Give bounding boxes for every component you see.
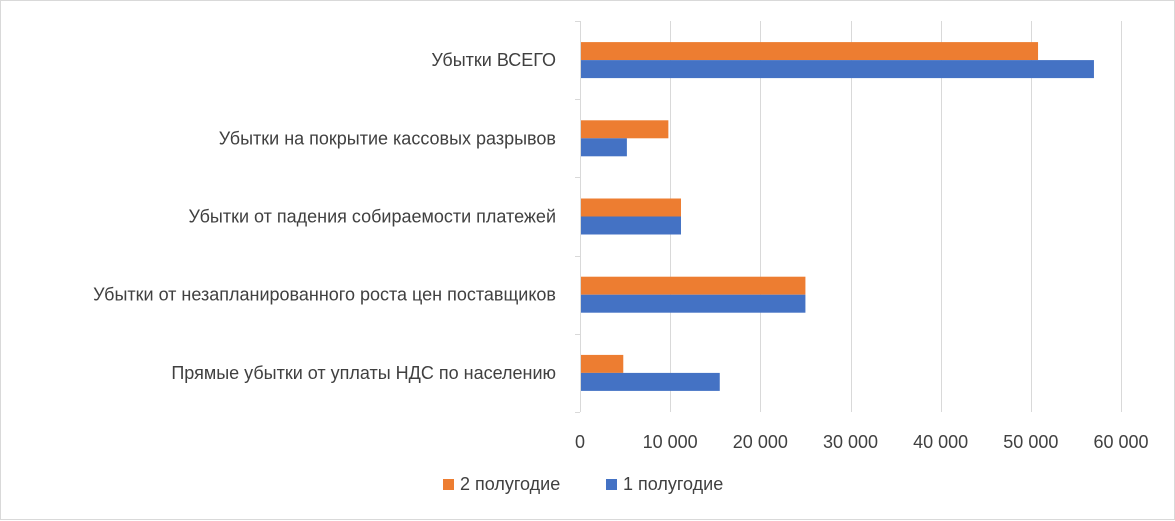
legend-swatch [606,479,617,490]
bar-1-polugodie [581,294,806,313]
bar-2-polugodie [581,120,669,139]
bar-2-polugodie [581,276,806,295]
x-tick-label: 30 000 [823,432,878,452]
bar-1-polugodie [581,138,627,157]
category-label: Прямые убытки от уплаты НДС по населению [171,363,556,383]
bar-2-polugodie [581,42,1039,61]
category-label: Убытки от незапланированного роста цен п… [93,285,556,305]
bar-1-polugodie [581,372,720,391]
bar-2-polugodie [581,198,681,217]
x-tick-label: 50 000 [1003,432,1058,452]
bar-2-polugodie [581,354,624,373]
x-tick-label: 60 000 [1093,432,1148,452]
x-tick-label: 40 000 [913,432,968,452]
bar-1-polugodie [581,216,681,235]
x-tick-label: 20 000 [733,432,788,452]
legend-swatch [443,479,454,490]
legend-label: 1 полугодие [623,474,723,494]
x-tick-label: 10 000 [643,432,698,452]
category-label: Убытки на покрытие кассовых разрывов [219,128,556,148]
bar-1-polugodie [581,60,1094,79]
category-label: Убытки от падения собираемости платежей [189,207,556,227]
x-tick-label: 0 [575,432,585,452]
category-label: Убытки ВСЕГО [431,50,556,70]
legend-label: 2 полугодие [460,474,560,494]
